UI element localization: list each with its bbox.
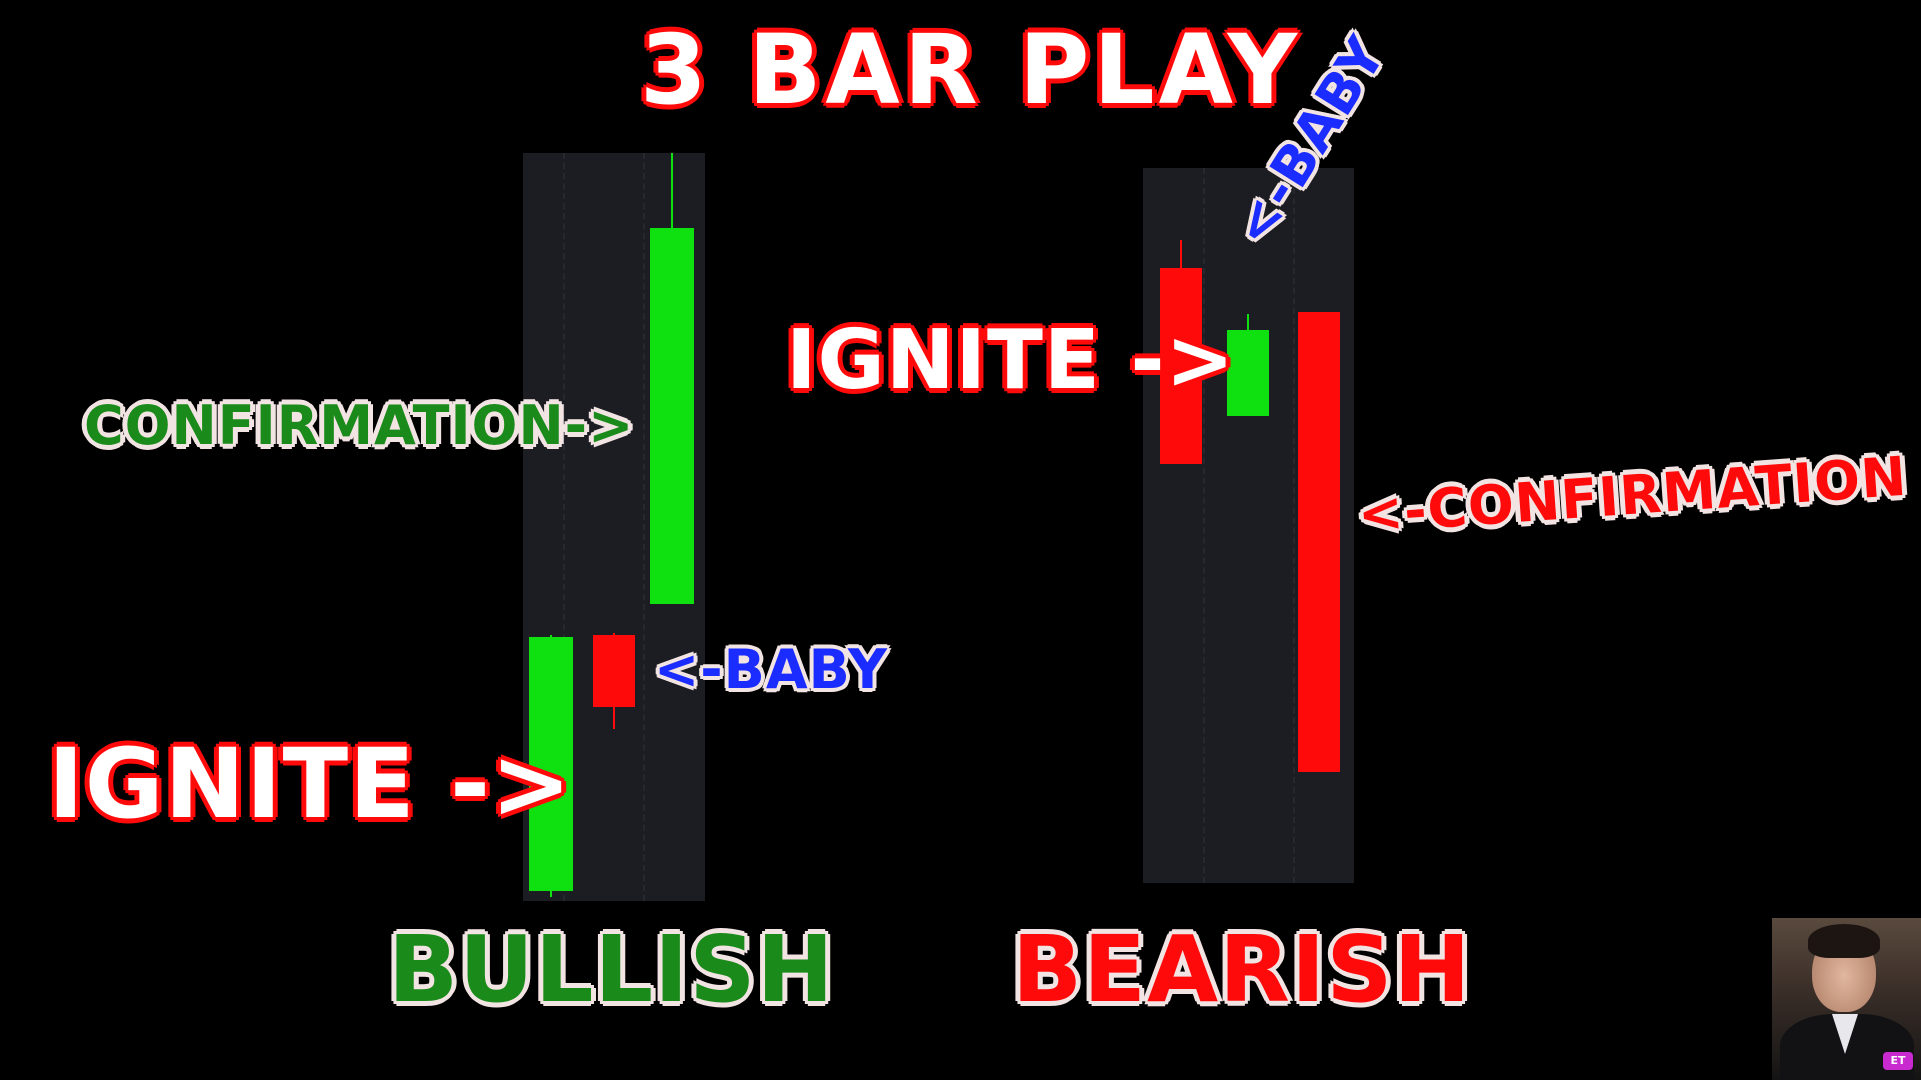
bearish-chart-panel: [1143, 168, 1354, 883]
presenter-hair: [1808, 924, 1880, 958]
bullish-baby-label: <-BABY: [654, 638, 888, 701]
bearish-heading: BEARISH: [1012, 916, 1472, 1023]
page-title: 3 BAR PLAY: [640, 14, 1302, 126]
bullish-confirmation-candle: [650, 228, 694, 604]
webcam-overlay: ET: [1772, 918, 1921, 1080]
bearish-confirmation-label: <-CONFIRMATION: [1355, 444, 1910, 546]
bullish-ignite-label: IGNITE ->: [48, 728, 573, 840]
bullish-confirmation-label: CONFIRMATION->: [84, 394, 635, 457]
bearish-ignite-candle: [1160, 268, 1202, 464]
channel-logo: ET: [1883, 1052, 1913, 1070]
bullish-baby-candle: [593, 635, 635, 707]
bearish-ignite-label: IGNITE ->: [786, 313, 1236, 408]
bullish-chart-panel: [523, 153, 705, 901]
bullish-ignite-candle: [529, 637, 573, 891]
bearish-confirmation-candle: [1298, 312, 1340, 772]
bullish-heading: BULLISH: [388, 916, 835, 1023]
bullish-confirmation-candle-wick: [671, 153, 673, 233]
bearish-baby-candle: [1227, 330, 1269, 416]
